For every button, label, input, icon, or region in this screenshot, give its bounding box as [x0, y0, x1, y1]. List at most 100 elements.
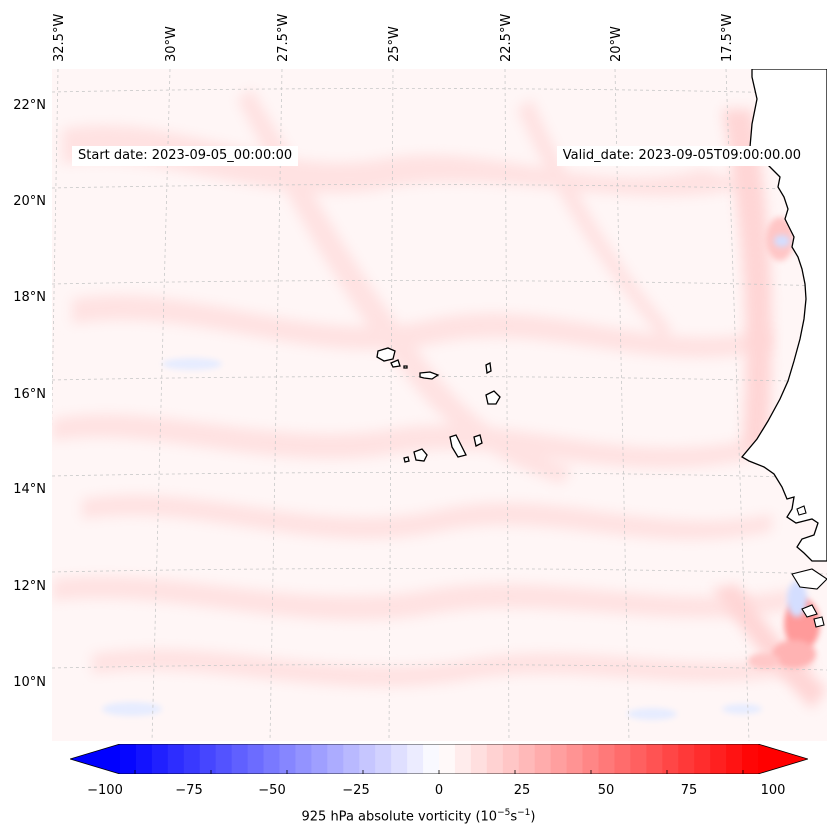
colorbar-segment: [694, 744, 711, 774]
island-outline: [796, 505, 807, 516]
lon-gridline-25w: [388, 69, 394, 741]
colorbar-segment: [183, 744, 201, 774]
colorbar-segment: [199, 744, 217, 774]
vorticity-streak: [517, 99, 672, 339]
vorticity-cell: [772, 640, 816, 668]
lon-gridline-30w: [151, 69, 171, 741]
lat-gridline-10n: [52, 664, 827, 671]
vorticity-map: [52, 69, 827, 741]
colorbar-label-end: ): [530, 809, 536, 825]
coastal-islands: [791, 505, 827, 628]
island-boa-vista: [485, 390, 501, 405]
lat-label-22n: 22°N: [13, 98, 46, 113]
colorbar-segment: [391, 744, 408, 774]
lon-gridline-17-5w: [725, 69, 750, 741]
colorbar-segment: [247, 744, 265, 774]
island-outline: [801, 604, 818, 618]
colorbar-segment: [470, 744, 488, 774]
lat-gridline-20n: [52, 184, 827, 191]
lon-label-20w: 20°W: [609, 26, 624, 62]
colorbar-segment: [646, 744, 663, 774]
colorbar-tick-label: 100: [760, 783, 786, 798]
island-sal: [485, 362, 492, 374]
colorbar-segment: [231, 744, 249, 774]
lon-label-32-5w: 32.5°W: [52, 13, 67, 62]
vorticity-streak: [52, 576, 792, 621]
vorticity-streak: [72, 295, 772, 358]
colorbar-segment: [662, 744, 679, 774]
colorbar-segment: [710, 744, 727, 774]
colorbar-tick-label: 25: [513, 783, 531, 798]
colorbar-segment: [502, 744, 520, 774]
lon-label-22-5w: 22.5°W: [499, 13, 514, 62]
colorbar-segment: [439, 744, 456, 774]
colorbar-segment: [678, 744, 695, 774]
colorbar-tick-label: 75: [680, 783, 698, 798]
lat-label-18n: 18°N: [13, 290, 46, 305]
vorticity-coastal-band: [712, 109, 827, 709]
lon-label-30w: 30°W: [164, 26, 179, 62]
island-sao-vicente: [390, 359, 401, 368]
start-date-label: Start date: 2023-09-05_00:00:00: [72, 146, 299, 166]
colorbar-min-extend: [70, 744, 120, 774]
lat-label-12n: 12°N: [13, 579, 46, 594]
colorbar-segment: [295, 744, 312, 774]
colorbar-segment: [566, 744, 584, 774]
vorticity-cell: [162, 358, 222, 370]
lat-gridline-18n: [52, 280, 827, 287]
vorticity-streak: [82, 494, 772, 540]
lat-label-10n: 10°N: [13, 675, 46, 690]
colorbar-segment: [359, 744, 376, 774]
vorticity-streak: [722, 109, 772, 449]
colorbar-segment: [151, 744, 169, 774]
island-outline: [791, 568, 827, 590]
colorbar: [70, 744, 808, 774]
island-santo-antao: [376, 347, 396, 362]
cape-verde-islands: [376, 347, 501, 463]
lon-gridline-22-5w: [504, 69, 510, 741]
island-santa-luzia: [403, 365, 408, 369]
colorbar-segment: [327, 744, 344, 774]
lat-label-16n: 16°N: [13, 387, 46, 402]
vorticity-field: [52, 89, 812, 687]
vorticity-cell: [102, 702, 162, 716]
colorbar-tick-label: −75: [175, 783, 203, 798]
colorbar-segment: [598, 744, 616, 774]
colorbar-label-mid: s: [510, 809, 518, 825]
colorbar-segment: [263, 744, 281, 774]
colorbar-label-exp1: −5: [497, 808, 511, 818]
lon-gridline-20w: [614, 69, 630, 741]
colorbar-tick-label: 0: [434, 783, 444, 798]
colorbar-tick-marks: [134, 770, 744, 774]
vorticity-streak: [237, 89, 572, 484]
colorbar-segment: [454, 744, 472, 774]
colorbar-segment: [726, 744, 743, 774]
colorbar-label: 925 hPa absolute vorticity (10−5s−1): [0, 808, 837, 824]
colorbar-segment: [486, 744, 504, 774]
map-panel[interactable]: Start date: 2023-09-05_00:00:00 Valid_da…: [52, 69, 827, 741]
vorticity-streak: [62, 125, 752, 197]
colorbar-segment: [311, 744, 328, 774]
colorbar-segment: [375, 744, 392, 774]
lon-label-27-5w: 27.5°W: [276, 13, 291, 62]
graticule: [52, 69, 827, 741]
colorbar-segment: [742, 744, 759, 774]
vorticity-cell: [787, 581, 807, 617]
colorbar-segment: [534, 744, 552, 774]
vorticity-streak: [52, 414, 752, 469]
colorbar-segment: [614, 744, 631, 774]
island-outline: [813, 616, 825, 628]
colorbar-segment: [120, 744, 137, 774]
island-brava: [403, 456, 410, 463]
vorticity-streak: [712, 584, 827, 709]
valid-date-label: Valid_date: 2023-09-05T09:00:00.00: [556, 146, 807, 166]
colorbar-tick-label: −50: [258, 783, 286, 798]
vorticity-streak: [92, 649, 812, 687]
lat-gridline-22n: [52, 88, 827, 95]
colorbar-segment: [279, 744, 297, 774]
colorbar-segment: [135, 744, 153, 774]
island-sao-nicolau: [419, 371, 440, 380]
island-maio: [473, 434, 483, 447]
colorbar-tick-label: 50: [597, 783, 615, 798]
colorbar-segment: [630, 744, 647, 774]
